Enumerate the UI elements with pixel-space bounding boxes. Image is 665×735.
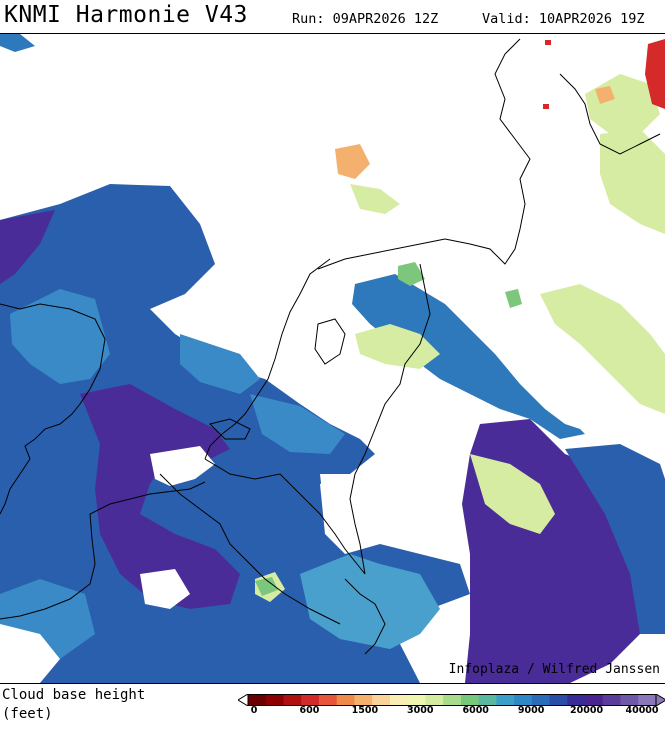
red-patches <box>543 39 665 109</box>
scale-swatch <box>425 694 444 706</box>
wadden-islands <box>317 238 446 270</box>
scale-swatch <box>407 694 426 706</box>
dk-coast <box>559 73 661 155</box>
scale-tick-label: 9000 <box>517 705 545 716</box>
footer: Cloud base height (feet) 0 600 1500 3000 600… <box>0 684 665 735</box>
scale-tick-label: 3000 <box>407 705 434 716</box>
scale-swatch <box>301 694 320 706</box>
scale-tick-label: 1500 <box>351 705 379 716</box>
green-patch <box>505 289 522 308</box>
red-patch <box>545 40 551 45</box>
scale-swatch <box>585 694 604 706</box>
run-time: Run: 09APR2026 12Z <box>292 11 439 27</box>
header: KNMI Harmonie V43 Run: 09APR2026 12Z Val… <box>0 0 665 32</box>
fr-be-border <box>159 473 341 625</box>
scale-swatch <box>638 694 657 706</box>
ijsselmeer <box>314 318 346 365</box>
scale-swatch <box>496 694 515 706</box>
forecast-map: Infoplaza / Wilfred Janssen <box>0 33 665 684</box>
scale-tick-label: 20000 <box>570 705 604 716</box>
cloud-region-midblue <box>10 289 110 384</box>
cloud-region-purple <box>80 384 240 609</box>
clear-sky <box>0 624 60 683</box>
scale-swatch <box>443 694 462 706</box>
scale-swatch <box>354 694 373 706</box>
scale-swatch <box>372 694 391 706</box>
cloud-region-midblue <box>300 554 440 649</box>
scale-swatch <box>283 694 302 706</box>
scale-swatch <box>567 694 586 706</box>
coastlines <box>0 38 661 655</box>
low-cloud-patch <box>600 129 665 234</box>
scale-swatch <box>336 694 355 706</box>
scale-swatch <box>389 694 409 706</box>
color-scale-ticks: 0 600 1500 3000 6000 9000 20000 40000 <box>238 705 665 719</box>
scale-swatch <box>531 694 551 706</box>
cloud-region-blue-ne <box>352 274 585 439</box>
low-cloud-patch <box>355 324 440 369</box>
cloud-region-purple <box>0 210 55 284</box>
valid-time: Valid: 10APR2026 19Z <box>482 11 645 27</box>
clear-sky <box>320 474 400 544</box>
cloud-region-midblue <box>250 394 345 454</box>
scale-swatch <box>549 694 568 706</box>
nl-coast <box>204 258 331 460</box>
scale-swatch <box>514 694 533 706</box>
legend-label-line2: (feet) <box>2 706 53 722</box>
uk-coast <box>0 303 106 515</box>
red-patch <box>645 39 665 109</box>
lux-border <box>344 578 386 655</box>
scale-swatch <box>620 694 639 706</box>
green-patch <box>255 577 278 596</box>
low-cloud-patch <box>470 454 555 534</box>
low-cloud-patch <box>350 184 400 214</box>
scale-swatch <box>318 694 338 706</box>
orange-patch <box>335 144 370 179</box>
red-patch <box>543 104 549 109</box>
scale-swatch <box>460 694 480 706</box>
de-coast <box>444 38 531 265</box>
orange-patch <box>595 86 615 104</box>
nl-de-border <box>349 263 431 575</box>
color-scale-bar <box>238 694 665 706</box>
cloud-region-midblue <box>180 334 260 394</box>
clear-sky <box>150 446 215 486</box>
clear-sky <box>140 569 190 609</box>
legend-label: Cloud base height (feet) <box>2 686 145 724</box>
scale-swatch <box>248 694 267 706</box>
cloud-base-field <box>0 34 665 683</box>
scale-tick-label: 0 <box>250 705 258 716</box>
scale-swatch <box>602 694 622 706</box>
model-title: KNMI Harmonie V43 <box>4 2 248 28</box>
green-patches <box>255 262 522 596</box>
scale-frame <box>247 694 657 706</box>
legend-label-line1: Cloud base height <box>2 687 146 703</box>
cloud-region-blue-east <box>565 444 665 634</box>
scale-swatch <box>478 694 497 706</box>
credit-text: Infoplaza / Wilfred Janssen <box>448 662 660 677</box>
scale-tick-label: 6000 <box>462 705 489 716</box>
orange-patches <box>335 86 615 179</box>
uk-coast-south <box>0 481 206 620</box>
scale-swatch <box>265 694 284 706</box>
be-border <box>204 458 366 575</box>
green-patch <box>398 262 425 286</box>
zeeland <box>209 418 251 440</box>
scale-tick-label: 600 <box>299 705 320 716</box>
scale-tick-label: 40000 <box>625 705 659 716</box>
low-cloud-patch <box>540 284 665 414</box>
cloud-region-topleft <box>0 34 35 52</box>
